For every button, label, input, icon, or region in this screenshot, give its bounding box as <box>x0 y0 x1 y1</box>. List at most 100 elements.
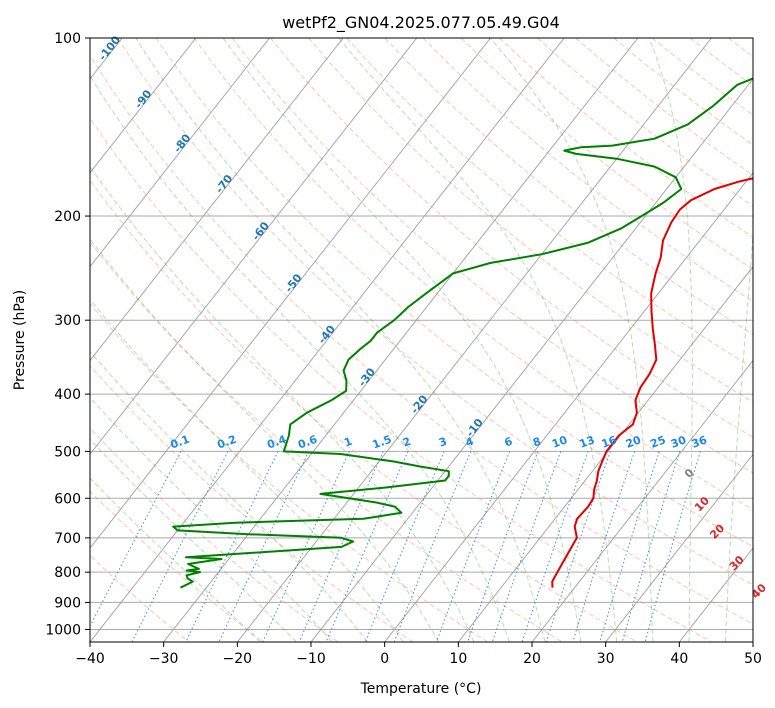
y-tick-label: 900 <box>54 595 81 611</box>
isotherm-line <box>457 265 753 642</box>
x-tick-label: 40 <box>670 651 688 667</box>
y-axis-label: Pressure (hPa) <box>12 290 28 390</box>
mixing-ratio-line <box>644 451 701 642</box>
isotherm-line <box>90 38 270 268</box>
x-tick-label: −20 <box>223 651 253 667</box>
mixing-ratio-label: 2 <box>401 435 413 450</box>
dry-adiabat <box>117 38 753 586</box>
moist-adiabat <box>90 74 510 642</box>
mixing-ratio-label: 10 <box>550 433 569 451</box>
temperature-line <box>551 177 753 588</box>
y-tick-label: 100 <box>54 31 81 47</box>
mixing-ratio-line <box>545 451 611 642</box>
moist-adiabat <box>222 38 582 642</box>
isotherm-line <box>90 38 344 362</box>
dry-adiabat <box>90 554 190 642</box>
mixing-ratio-label: 13 <box>578 433 597 450</box>
moist-adiabat <box>338 38 618 642</box>
mixing-ratio-line <box>131 451 229 642</box>
isotherm-line <box>90 38 491 549</box>
y-tick-label: 700 <box>54 531 81 547</box>
dry-adiabat <box>308 38 753 403</box>
isotherm-line <box>90 38 197 174</box>
x-tick-label: −30 <box>149 651 179 667</box>
moist-adiabat <box>90 438 297 642</box>
x-tick-label: −10 <box>296 651 326 667</box>
dry-adiabat <box>90 117 712 642</box>
mixing-ratio-label: 0.4 <box>265 433 288 452</box>
axes: −40 −30 −20 −10 0 10 20 30 40 5010020030040050060… <box>45 31 762 667</box>
moist-adiabat <box>90 238 439 642</box>
dry-adiabat <box>193 38 753 511</box>
y-tick-label: 600 <box>54 491 81 507</box>
moist-adiabat <box>135 38 546 642</box>
mixing-ratio-line <box>393 451 472 642</box>
x-tick-label: 30 <box>597 651 615 667</box>
moist-adiabat <box>648 38 693 642</box>
isotherm-line <box>90 38 418 456</box>
dry-adiabat <box>90 364 414 642</box>
mixing-ratio-line <box>90 451 182 628</box>
isotherm-line <box>310 78 753 642</box>
x-tick-label: 0 <box>380 651 389 667</box>
mixing-ratio-line <box>364 451 445 642</box>
plot-area <box>90 38 753 642</box>
y-tick-label: 300 <box>54 313 81 329</box>
mixing-ratio-label: 30 <box>669 433 688 451</box>
mixing-ratio-label: 36 <box>690 433 709 451</box>
mixing-ratio-label: 1 <box>342 435 354 450</box>
y-tick-label: 500 <box>54 444 81 460</box>
mixing-ratio-line <box>521 451 589 642</box>
moist-adiabat <box>490 38 654 642</box>
plot-frame <box>89 37 754 643</box>
isotherm-line <box>531 359 753 642</box>
mixing-ratio-line <box>435 451 511 642</box>
mixing-ratio-label: 25 <box>649 433 668 450</box>
x-tick-label: −40 <box>75 651 105 667</box>
moist-adiabat <box>90 165 475 642</box>
mixing-ratio-label: 1.5 <box>371 433 394 452</box>
dry-adiabat <box>384 38 753 336</box>
mixing-ratio-label: 20 <box>624 433 643 451</box>
mixing-ratio-label: 0.1 <box>169 433 192 452</box>
dry-adiabat <box>90 490 264 642</box>
isotherm-line <box>236 38 712 642</box>
isotherm-line <box>90 38 565 642</box>
isotherm-line <box>163 38 639 642</box>
y-tick-label: 1000 <box>45 622 81 638</box>
x-tick-label: 20 <box>523 651 541 667</box>
mixing-ratio-line <box>599 451 660 642</box>
dry-adiabat <box>422 38 753 303</box>
y-tick-label: 800 <box>54 565 81 581</box>
dry-adiabat <box>346 38 753 369</box>
mixing-ratio-label: 6 <box>503 435 515 450</box>
x-tick-label: 10 <box>449 651 467 667</box>
x-tick-label: 50 <box>744 651 762 667</box>
mixing-ratio-label: 16 <box>600 433 619 451</box>
mixing-ratio-line <box>218 451 310 642</box>
y-tick-label: 200 <box>54 209 81 225</box>
dry-adiabat <box>155 38 753 548</box>
dry-adiabat <box>90 303 488 642</box>
mixing-ratio-line <box>621 451 681 642</box>
x-axis-label: Temperature (°C) <box>360 681 482 697</box>
mixing-ratio-line <box>467 451 539 642</box>
mixing-ratio-label: 0.6 <box>296 433 319 452</box>
mixing-ratio-label: 3 <box>437 435 449 450</box>
mixing-ratio-line <box>185 451 279 642</box>
isotherm-line <box>605 453 753 642</box>
moist-adiabat <box>90 477 261 642</box>
mixing-ratio-label: 8 <box>531 435 543 450</box>
y-tick-label: 400 <box>54 387 81 403</box>
isotherm-line <box>384 172 753 642</box>
dry-adiabat <box>90 241 563 642</box>
moist-adiabat <box>90 396 333 642</box>
dewpoint-line <box>172 77 753 589</box>
dry-adiabat <box>90 179 638 642</box>
moist-adiabat <box>90 298 404 642</box>
dry-adiabat <box>90 427 339 642</box>
mixing-ratio-label: 0.2 <box>215 433 238 452</box>
